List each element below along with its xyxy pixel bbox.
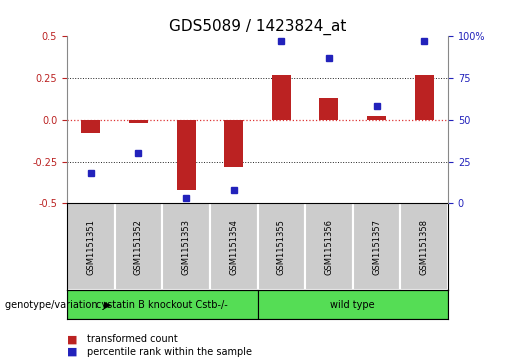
Text: GSM1151351: GSM1151351 bbox=[87, 219, 95, 275]
Bar bbox=[272, 75, 291, 120]
Bar bbox=[401, 203, 448, 290]
Bar bbox=[224, 120, 243, 167]
Bar bbox=[162, 203, 210, 290]
Bar bbox=[210, 203, 258, 290]
Title: GDS5089 / 1423824_at: GDS5089 / 1423824_at bbox=[169, 19, 346, 35]
Bar bbox=[353, 203, 401, 290]
Bar bbox=[319, 98, 338, 120]
Text: cystatin B knockout Cstb-/-: cystatin B knockout Cstb-/- bbox=[96, 300, 228, 310]
Text: GSM1151353: GSM1151353 bbox=[182, 219, 191, 275]
Bar bbox=[415, 75, 434, 120]
Text: ■ percentile rank within the sample: ■ percentile rank within the sample bbox=[0, 362, 1, 363]
Text: ■: ■ bbox=[67, 334, 77, 344]
Text: genotype/variation  ▶: genotype/variation ▶ bbox=[5, 300, 112, 310]
Text: ■ transformed count: ■ transformed count bbox=[0, 362, 1, 363]
Text: GSM1151358: GSM1151358 bbox=[420, 219, 428, 275]
Bar bbox=[367, 117, 386, 120]
Bar bbox=[258, 290, 448, 319]
Text: wild type: wild type bbox=[331, 300, 375, 310]
Text: GSM1151355: GSM1151355 bbox=[277, 219, 286, 275]
Text: GSM1151352: GSM1151352 bbox=[134, 219, 143, 275]
Text: percentile rank within the sample: percentile rank within the sample bbox=[0, 362, 1, 363]
Bar bbox=[305, 203, 353, 290]
Bar bbox=[67, 203, 115, 290]
Bar bbox=[114, 203, 162, 290]
Text: GSM1151354: GSM1151354 bbox=[229, 219, 238, 275]
Text: transformed count: transformed count bbox=[87, 334, 177, 344]
Text: GSM1151357: GSM1151357 bbox=[372, 219, 381, 275]
Bar bbox=[129, 120, 148, 123]
Bar bbox=[67, 290, 258, 319]
Bar bbox=[81, 120, 100, 133]
Bar bbox=[258, 203, 305, 290]
Text: transformed count: transformed count bbox=[0, 362, 1, 363]
Bar bbox=[177, 120, 196, 190]
Text: percentile rank within the sample: percentile rank within the sample bbox=[87, 347, 251, 357]
Text: GSM1151356: GSM1151356 bbox=[324, 219, 333, 275]
Text: ■: ■ bbox=[67, 347, 77, 357]
